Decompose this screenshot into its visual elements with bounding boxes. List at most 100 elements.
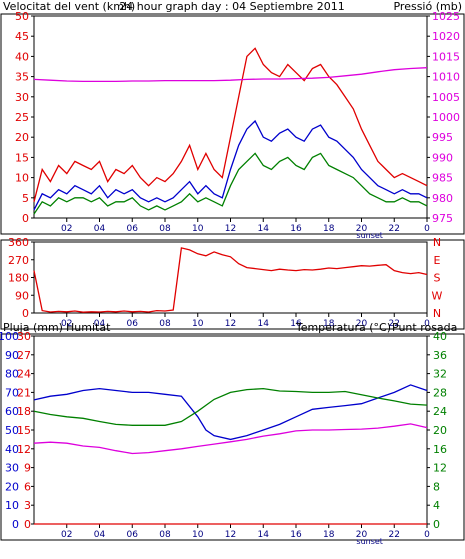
sunset-label: sunset <box>356 231 383 240</box>
temperature-tick-label: 40 <box>433 330 447 343</box>
x-tick-label: 18 <box>323 224 335 234</box>
x-tick-label: 12 <box>225 224 236 234</box>
wind-tick-label: 20 <box>15 131 29 144</box>
rain-tick-label: 27 <box>17 349 31 362</box>
humidity-tick-label: 20 <box>5 480 19 493</box>
wind-pressure-panel: 0510152025303540455097598098599099510001… <box>0 10 465 240</box>
x-tick-label: 08 <box>159 224 171 234</box>
wind-tick-label: 10 <box>15 172 29 185</box>
compass-tick-label: N <box>433 236 441 249</box>
x-tick-label: 02 <box>61 224 72 234</box>
x-tick-label: 14 <box>258 530 270 540</box>
humidity-tick-label: 40 <box>5 443 19 456</box>
pressure-tick-label: 995 <box>432 131 453 144</box>
x-tick-label: 02 <box>61 319 72 329</box>
x-tick-label: 20 <box>356 530 368 540</box>
humidity-panel-frame <box>33 335 428 525</box>
pressure-tick-label: 1010 <box>432 71 460 84</box>
rain-tick-label: 9 <box>24 462 31 475</box>
direction-tick-label: 180 <box>8 272 29 285</box>
temperature-tick-label: 32 <box>433 368 447 381</box>
x-tick-label: 14 <box>258 319 270 329</box>
x-tick-label: 02 <box>61 530 72 540</box>
wind-min-line <box>33 152 428 215</box>
rain-tick-label: 18 <box>17 405 31 418</box>
x-tick-label: 06 <box>127 224 139 234</box>
x-tick-label: 06 <box>127 530 139 540</box>
direction-panel-border <box>0 239 465 330</box>
wind-tick-label: 15 <box>15 151 29 164</box>
x-tick-label: 04 <box>94 319 106 329</box>
wind-tick-label: 5 <box>22 192 29 205</box>
wind-tick-label: 40 <box>15 50 29 63</box>
wind-tick-label: 35 <box>15 71 29 84</box>
x-tick-label: 22 <box>389 319 400 329</box>
humidity-tick-label: 60 <box>5 405 19 418</box>
rain-axis-title: Pluja (mm) <box>3 321 63 334</box>
direction-tick-label: 90 <box>15 289 29 302</box>
wind-direction-line <box>33 247 428 313</box>
pressure-tick-label: 1025 <box>432 10 460 23</box>
x-tick-label: 10 <box>192 319 204 329</box>
x-tick-label: 04 <box>94 224 106 234</box>
wind-tick-label: 45 <box>15 30 29 43</box>
chart-title: 24 hour graph day : 04 Septiembre 2011 <box>119 0 344 13</box>
x-tick-label: 0 <box>424 319 430 329</box>
compass-tick-label: E <box>434 254 441 267</box>
x-tick-label: 18 <box>323 319 335 329</box>
direction-tick-label: 360 <box>8 236 29 249</box>
rain-tick-label: 15 <box>17 424 31 437</box>
wind-tick-label: 25 <box>15 111 29 124</box>
pressure-tick-label: 1000 <box>432 111 460 124</box>
wind-panel-frame <box>33 15 428 219</box>
x-tick-label: 0 <box>424 224 430 234</box>
temperature-tick-label: 28 <box>433 386 447 399</box>
humidity-tick-label: 100 <box>0 330 19 343</box>
x-tick-label: 16 <box>290 224 302 234</box>
x-tick-label: 12 <box>225 319 236 329</box>
rain-tick-label: 21 <box>17 386 31 399</box>
x-tick-label: 04 <box>94 530 106 540</box>
direction-tick-label: 0 <box>22 307 29 320</box>
humidity-panel-border <box>0 333 465 541</box>
wind-gust-line <box>33 47 428 202</box>
compass-tick-label: S <box>434 272 441 285</box>
wind-tick-label: 0 <box>22 212 29 225</box>
wind-tick-label: 30 <box>15 91 29 104</box>
temperature-tick-label: 12 <box>433 462 447 475</box>
x-tick-label: 08 <box>159 530 171 540</box>
x-tick-label: 0 <box>424 530 430 540</box>
rain-tick-label: 3 <box>24 499 31 512</box>
temperature-tick-label: 24 <box>433 405 447 418</box>
pressure-tick-label: 975 <box>432 212 453 225</box>
x-tick-label: 22 <box>389 530 400 540</box>
humidity-tick-label: 0 <box>12 518 19 531</box>
compass-tick-label: W <box>432 289 443 302</box>
x-tick-label: 08 <box>159 319 171 329</box>
humidity-tick-label: 90 <box>5 349 19 362</box>
temperature-tick-label: 36 <box>433 349 447 362</box>
x-tick-label: 16 <box>290 319 302 329</box>
humidity-temperature-panel: 0102030405060708090100036912151821242730… <box>0 330 465 546</box>
pressure-axis-title: Pressió (mb) <box>393 0 462 13</box>
temperature-tick-label: 0 <box>433 518 440 531</box>
x-tick-label: 20 <box>356 224 368 234</box>
compass-tick-label: N <box>433 307 441 320</box>
pressure-tick-label: 1005 <box>432 91 460 104</box>
pressure-line <box>33 67 428 83</box>
x-tick-label: 06 <box>127 319 139 329</box>
x-tick-label: 14 <box>258 224 270 234</box>
pressure-tick-label: 1015 <box>432 50 460 63</box>
temperature-tick-label: 4 <box>433 499 440 512</box>
humidity-tick-label: 70 <box>5 386 19 399</box>
x-tick-label: 20 <box>356 319 368 329</box>
x-tick-label: 12 <box>225 530 236 540</box>
temperature-tick-label: 16 <box>433 443 447 456</box>
rain-tick-label: 0 <box>24 518 31 531</box>
x-tick-label: 10 <box>192 224 204 234</box>
rain-tick-label: 6 <box>24 480 31 493</box>
humidity-tick-label: 50 <box>5 424 19 437</box>
dewpoint-axis-title: Punt rosada <box>392 321 457 334</box>
